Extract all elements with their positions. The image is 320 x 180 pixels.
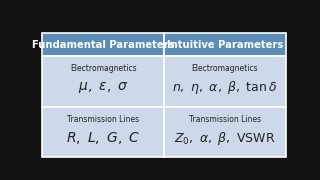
Text: Intuitive Parameters: Intuitive Parameters	[167, 40, 283, 50]
Text: Fundamental Parameters: Fundamental Parameters	[32, 40, 174, 50]
Bar	[164, 56, 285, 107]
Text: Transmission Lines: Transmission Lines	[67, 114, 139, 123]
Bar	[43, 107, 164, 158]
Text: $\mu,\ \varepsilon,\ \sigma$: $\mu,\ \varepsilon,\ \sigma$	[78, 80, 129, 95]
Text: $n,\ \eta,\ \alpha,\ \beta,\ \tan\delta$: $n,\ \eta,\ \alpha,\ \beta,\ \tan\delta$	[172, 79, 277, 96]
Text: Transmission Lines: Transmission Lines	[189, 114, 261, 123]
Text: Electromagnetics: Electromagnetics	[191, 64, 258, 73]
Bar	[43, 56, 164, 107]
Text: $R,\ L,\ G,\ C$: $R,\ L,\ G,\ C$	[66, 130, 140, 146]
Bar	[164, 33, 285, 56]
Text: Electromagnetics: Electromagnetics	[70, 64, 137, 73]
Text: $Z_0,\ \alpha,\ \beta,\ \mathrm{VSWR}$: $Z_0,\ \alpha,\ \beta,\ \mathrm{VSWR}$	[174, 130, 276, 147]
Bar	[164, 107, 285, 158]
Bar	[43, 33, 164, 56]
